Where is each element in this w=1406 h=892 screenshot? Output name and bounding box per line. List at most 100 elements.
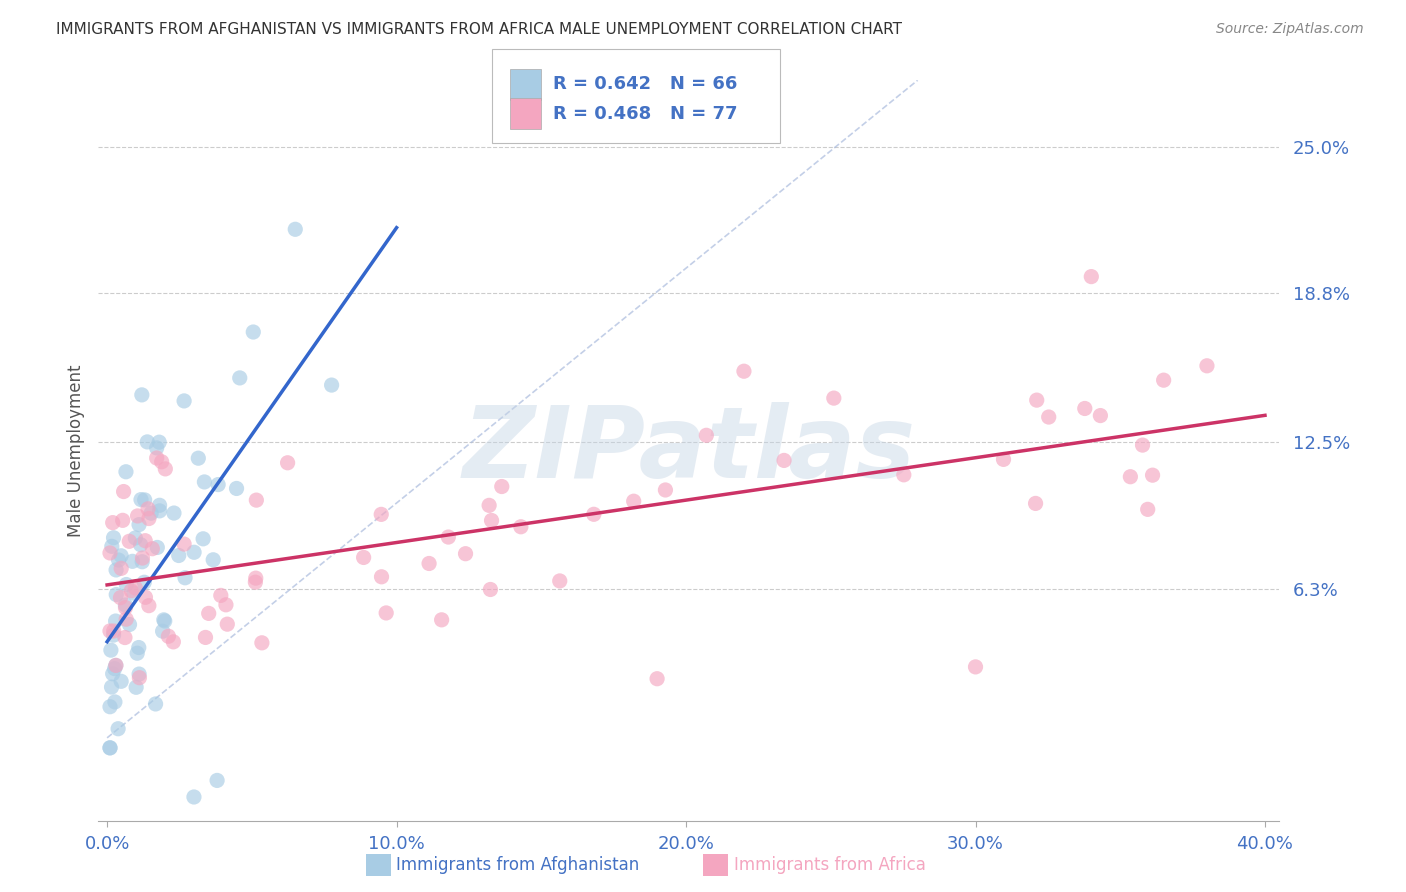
Point (163, 506, 186, 520)
Point (1090, 409, 1112, 423)
Point (173, 393, 195, 408)
Point (98, 624, 121, 638)
Point (229, 371, 252, 385)
Point (110, 549, 132, 563)
Point (225, 482, 247, 496)
Point (134, 492, 156, 507)
Point (1080, 269, 1102, 284)
Point (481, 513, 503, 527)
Text: ZIPatlas: ZIPatlas (463, 402, 915, 499)
Point (136, 501, 159, 516)
Point (1136, 502, 1159, 516)
Point (207, 477, 229, 491)
Point (157, 629, 180, 643)
Point (100, 680, 122, 694)
Point (148, 435, 170, 450)
Point (1153, 373, 1175, 387)
Point (114, 598, 136, 612)
Point (773, 453, 796, 467)
Point (125, 680, 148, 694)
Point (418, 557, 440, 571)
Point (152, 613, 174, 627)
Point (183, 545, 205, 559)
Point (107, 553, 129, 567)
Point (101, 666, 124, 681)
Point (1074, 401, 1097, 416)
Point (215, 598, 238, 612)
Point (136, 434, 159, 449)
Point (134, 533, 156, 548)
Point (194, 631, 217, 645)
Point (112, 484, 135, 499)
Point (103, 624, 125, 638)
Point (993, 452, 1015, 467)
Point (202, 553, 225, 567)
Point (965, 660, 987, 674)
Point (128, 667, 150, 681)
Point (127, 646, 149, 660)
Point (174, 571, 197, 585)
Point (353, 550, 375, 565)
Point (250, 636, 273, 650)
Point (153, 614, 176, 628)
Point (138, 511, 160, 525)
Point (107, 722, 129, 736)
Point (509, 520, 531, 534)
Point (111, 513, 134, 527)
Point (120, 583, 142, 598)
Point (191, 532, 214, 546)
Point (284, 222, 307, 236)
Point (104, 695, 127, 709)
Point (100, 643, 122, 657)
Point (479, 582, 502, 597)
Point (654, 483, 676, 497)
Y-axis label: Male Unemployment: Male Unemployment (66, 364, 84, 537)
Point (145, 697, 167, 711)
Point (1025, 496, 1047, 510)
Point (121, 554, 143, 568)
Text: R = 0.642   N = 66: R = 0.642 N = 66 (553, 75, 737, 94)
Point (375, 606, 398, 620)
Point (209, 589, 232, 603)
Point (105, 588, 128, 602)
Point (131, 555, 153, 569)
Point (370, 570, 392, 584)
Point (645, 672, 668, 686)
Point (110, 674, 132, 689)
Point (893, 467, 915, 482)
Text: Source: ZipAtlas.com: Source: ZipAtlas.com (1216, 22, 1364, 37)
Point (277, 456, 299, 470)
Point (582, 508, 605, 522)
Point (118, 534, 141, 549)
Point (162, 635, 184, 649)
Point (155, 462, 177, 476)
Point (110, 591, 132, 605)
Point (104, 658, 127, 673)
Point (112, 826, 135, 840)
Text: Immigrants from Afghanistan: Immigrants from Afghanistan (396, 855, 640, 874)
Point (454, 547, 477, 561)
Point (150, 455, 173, 469)
Point (134, 575, 156, 590)
Point (98, 699, 121, 714)
Point (149, 504, 172, 518)
Point (145, 450, 167, 465)
Point (1119, 469, 1142, 483)
Point (370, 508, 392, 522)
Point (115, 465, 138, 479)
Point (437, 530, 460, 544)
Point (197, 607, 219, 621)
Point (98, 546, 121, 560)
Point (152, 624, 174, 639)
Point (98, 740, 121, 755)
Point (187, 451, 209, 466)
Point (101, 516, 124, 530)
Point (122, 586, 145, 600)
Point (141, 541, 163, 556)
Point (114, 631, 136, 645)
Point (430, 613, 453, 627)
Point (217, 617, 239, 632)
Text: IMMIGRANTS FROM AFGHANISTAN VS IMMIGRANTS FROM AFRICA MALE UNEMPLOYMENT CORRELAT: IMMIGRANTS FROM AFGHANISTAN VS IMMIGRANT… (56, 22, 903, 37)
Point (139, 506, 162, 520)
Point (134, 591, 156, 605)
